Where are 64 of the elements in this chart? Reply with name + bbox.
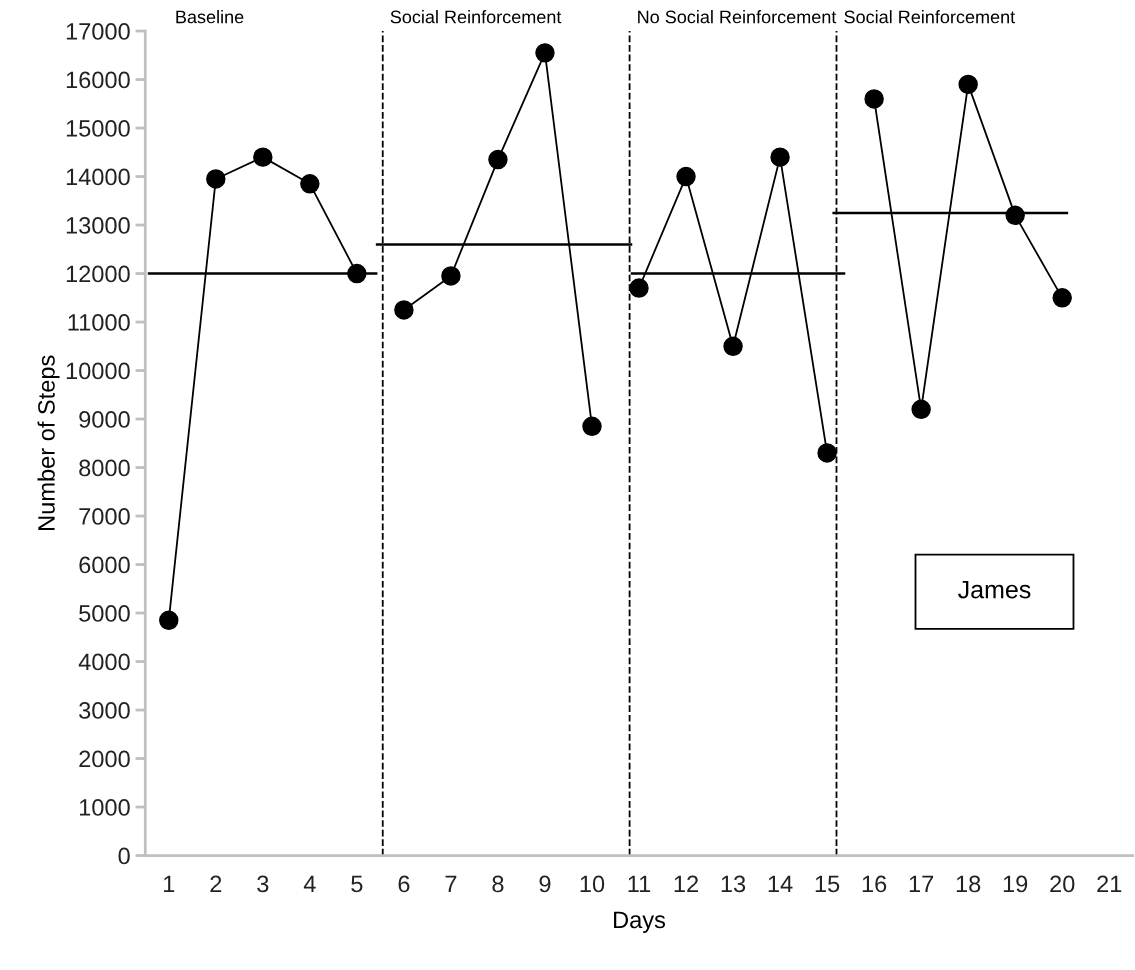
y-tick-label: 8000 (79, 459, 130, 477)
point (206, 169, 226, 189)
y-tick-label: 9000 (79, 411, 130, 428)
x-tick-label: 13 (721, 875, 746, 893)
x-tick-label: 4 (303, 875, 316, 893)
ref-line-label: Social Reinforcement (844, 10, 1016, 24)
point (300, 174, 320, 194)
point (864, 89, 884, 109)
point (535, 43, 555, 63)
text: Baseline (176, 10, 244, 24)
point (441, 266, 461, 286)
x-axis-title: Days (614, 911, 666, 933)
y-axis-title: Number of Steps (37, 355, 60, 530)
y-tick-label: 3000 (79, 702, 130, 719)
y-tick-label: 13000 (66, 217, 130, 234)
y-tick-label: 16000 (66, 71, 130, 89)
point (958, 74, 978, 95)
y-tick-label: 10000 (66, 362, 130, 380)
x-tick-label: 20 (1050, 875, 1075, 893)
point (582, 416, 602, 437)
point (723, 336, 743, 357)
point (770, 147, 790, 167)
x-tick-label: 2 (210, 875, 222, 893)
x-tick-label: 1 (164, 875, 175, 893)
x-tick-label: 5 (351, 875, 363, 893)
point (817, 443, 837, 463)
x-tick-label: 15 (815, 875, 840, 893)
point (159, 610, 179, 631)
x-tick-label: 12 (674, 875, 698, 893)
y-tick-label: 14000 (66, 168, 130, 186)
point (676, 166, 696, 187)
x-tick-label: 10 (580, 875, 605, 893)
y-tick-label: 0 (118, 847, 130, 865)
annotation: James (958, 580, 1031, 599)
x-tick-label: 18 (956, 875, 981, 893)
x-tick-label: 9 (539, 875, 551, 893)
ref-line-label: No Social Reinforcement (638, 10, 837, 24)
y-tick-label: 6000 (79, 556, 130, 574)
point (488, 149, 508, 170)
y-tick-label: 4000 (78, 653, 130, 671)
y-tick-label: 17000 (66, 23, 130, 40)
y-tick-label: 15000 (66, 120, 130, 137)
point (629, 278, 649, 298)
point (394, 300, 414, 320)
x-tick-label: 11 (628, 875, 651, 893)
y-tick-label: 11000 (68, 314, 130, 331)
x-tick-label: 7 (445, 875, 457, 893)
y-tick-label: 5000 (79, 605, 130, 622)
y-tick-label: 12000 (66, 265, 130, 283)
x-tick-label: 6 (398, 875, 410, 893)
point (1052, 288, 1072, 308)
x-tick-label: 3 (257, 875, 269, 893)
point (911, 399, 931, 420)
x-tick-label: 16 (862, 875, 887, 893)
y-tick-label: 2000 (79, 750, 130, 768)
ref-line-label: Social Reinforcement (390, 10, 562, 24)
x-tick-label: 19 (1003, 875, 1028, 893)
point (253, 147, 273, 167)
x-tick-label: 14 (768, 875, 793, 893)
x-tick-label: 8 (492, 875, 504, 893)
y-tick-label: 7000 (79, 508, 130, 525)
x-tick-label: 21 (1097, 875, 1122, 893)
x-tick-label: 17 (909, 875, 934, 893)
y-tick-label: 1000 (79, 799, 130, 816)
